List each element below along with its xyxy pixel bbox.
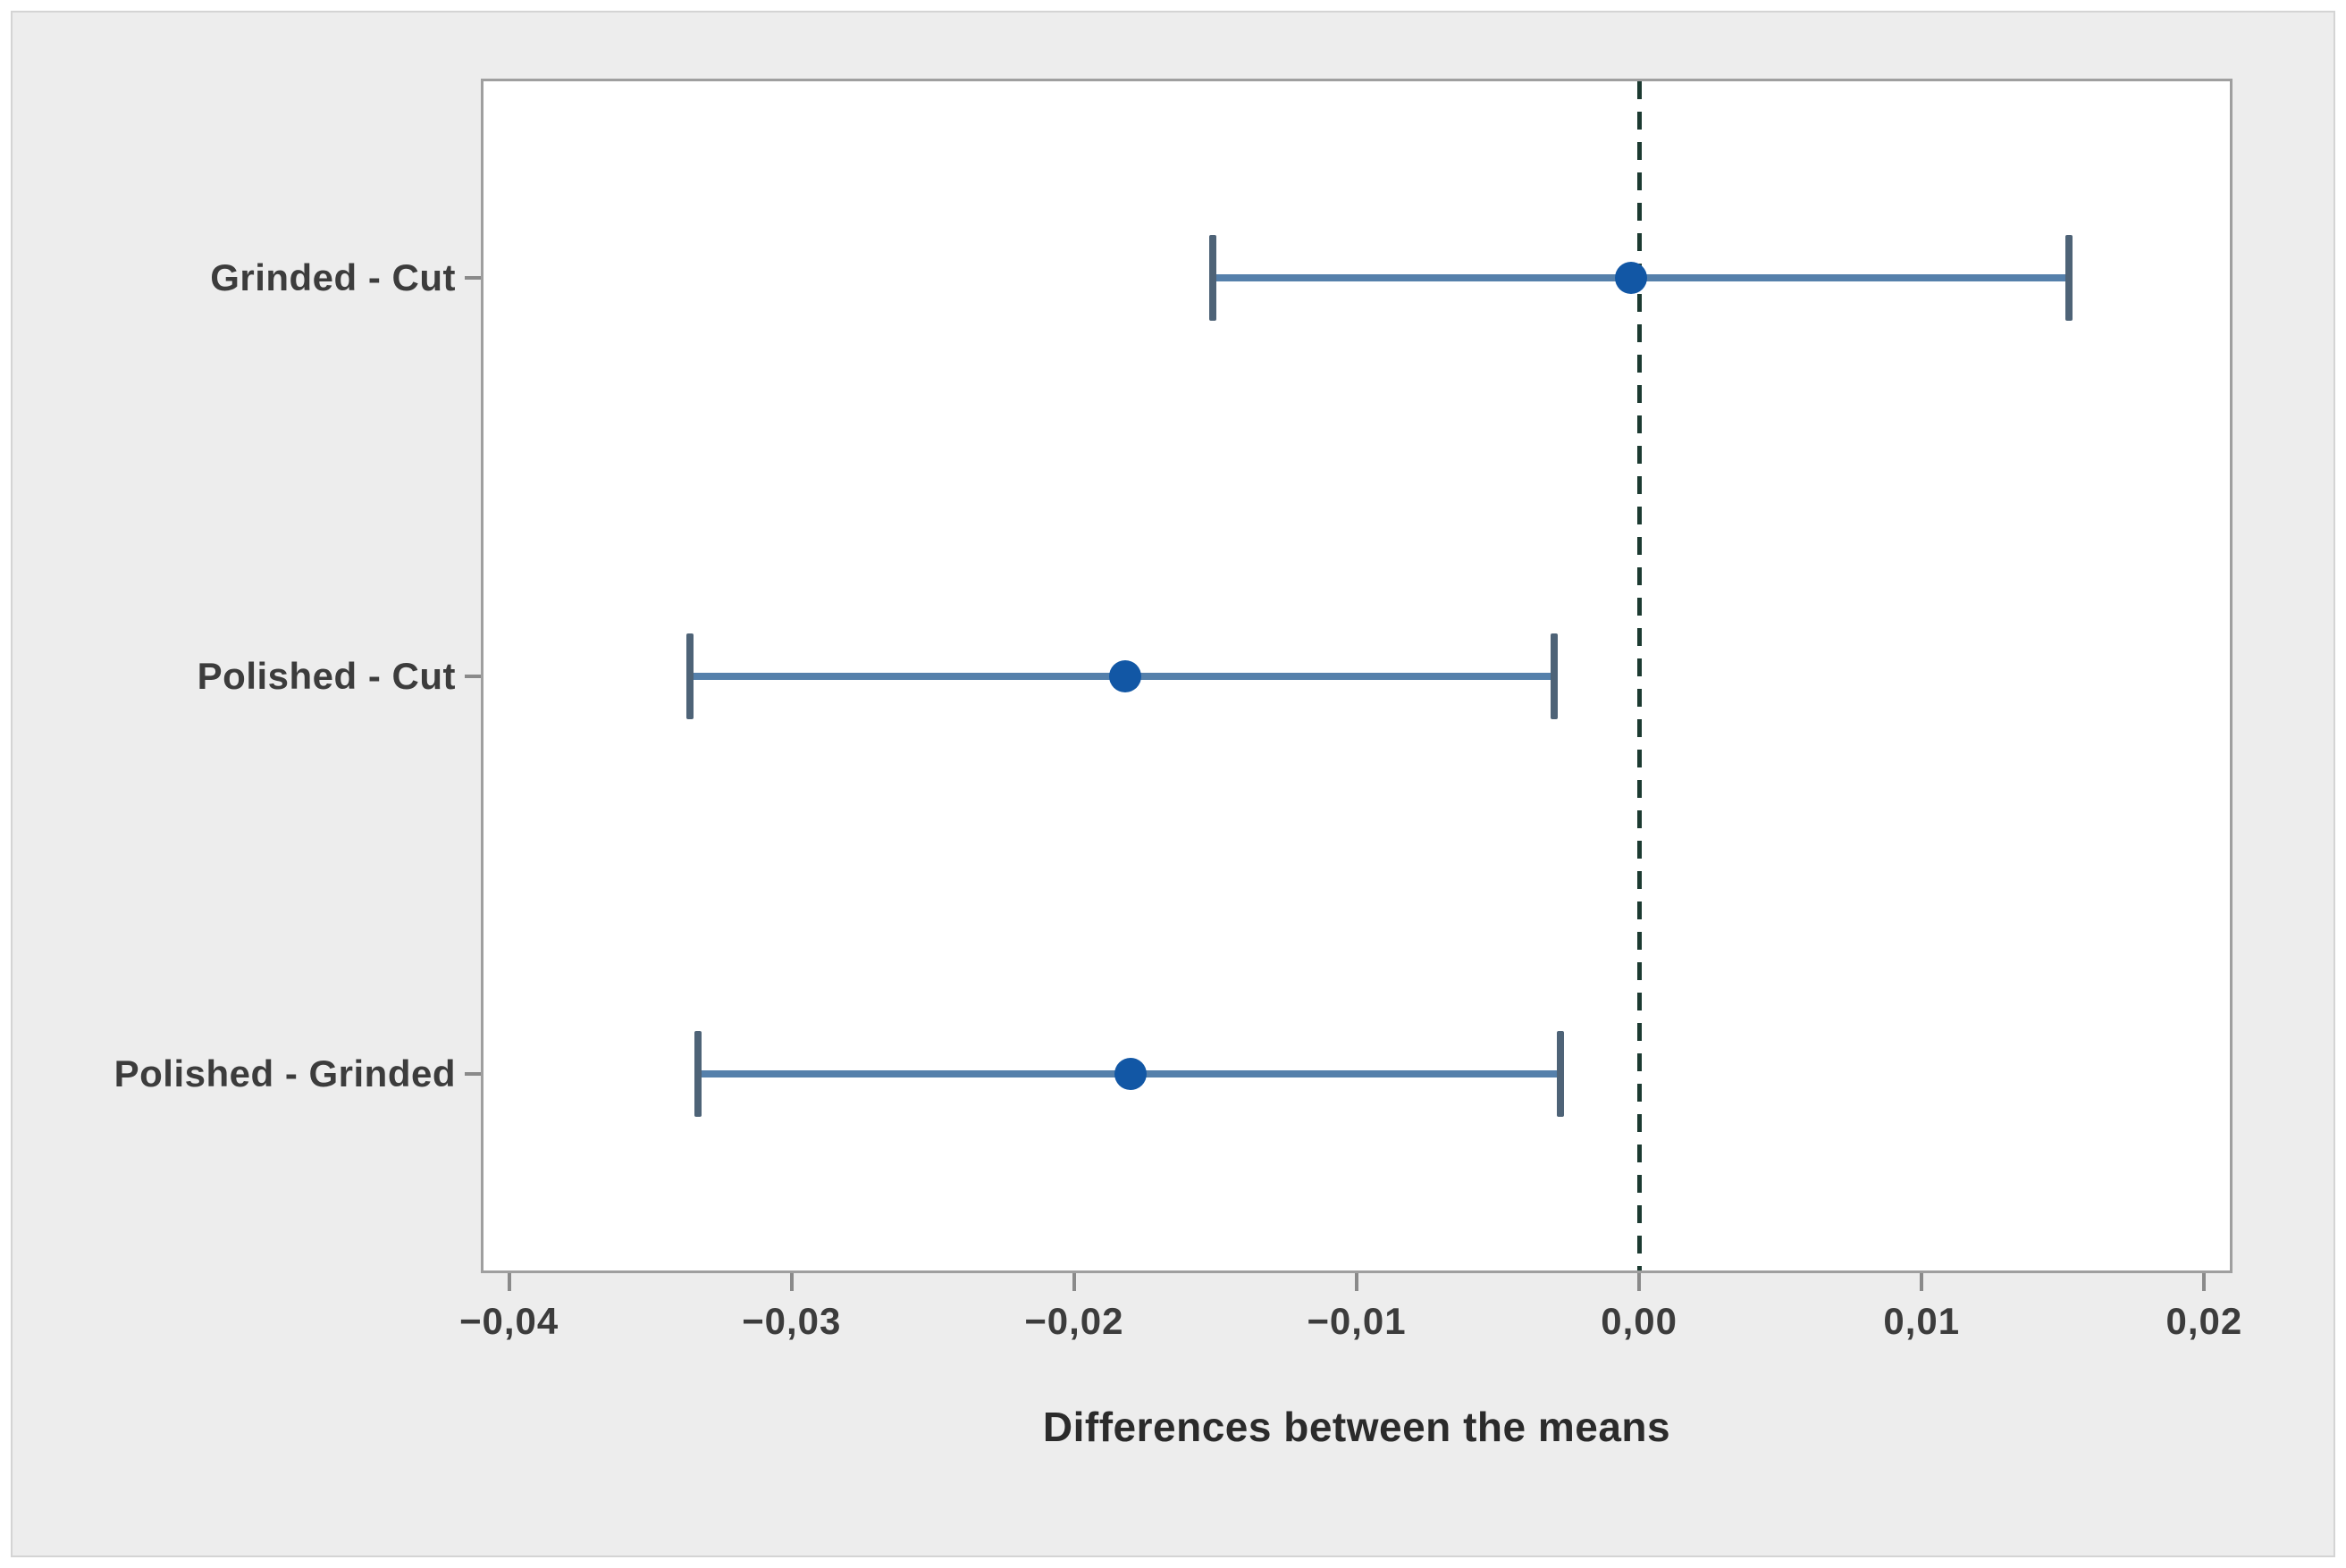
category-label: Polished - Grinded [114, 1052, 456, 1095]
x-axis-tick [1637, 1273, 1642, 1291]
category-label: Grinded - Cut [210, 256, 456, 298]
x-tick-label: −0,03 [742, 1300, 842, 1342]
mean-point-marker [1108, 659, 1141, 692]
interval-upper-cap [2064, 234, 2073, 321]
x-tick-label: −0,02 [1024, 1300, 1124, 1342]
x-axis-tick [1355, 1273, 1358, 1291]
x-axis-tick [2202, 1273, 2207, 1291]
zero-reference-line [1636, 81, 1642, 1270]
y-axis-tick [465, 674, 481, 678]
category-label: Polished - Cut [197, 654, 456, 697]
interval-lower-cap [694, 1031, 702, 1118]
x-axis-title: Differences between the means [1042, 1404, 1671, 1450]
x-axis-tick [1920, 1273, 1924, 1291]
x-tick-label: 0,02 [2165, 1300, 2243, 1342]
x-axis-tick [1072, 1273, 1076, 1291]
interval-lower-cap [685, 633, 694, 719]
mean-point-marker [1614, 261, 1647, 294]
x-tick-label: −0,01 [1307, 1300, 1407, 1342]
interval-upper-cap [1551, 633, 1559, 719]
x-axis-tick [789, 1273, 794, 1291]
interval-upper-cap [1556, 1031, 1564, 1118]
mean-point-marker [1114, 1058, 1148, 1091]
x-axis-tick [507, 1273, 511, 1291]
x-tick-label: 0,01 [1883, 1300, 1961, 1342]
interval-lower-cap [1208, 234, 1216, 321]
x-tick-label: 0,00 [1601, 1300, 1678, 1342]
y-axis-tick [465, 1072, 481, 1077]
x-tick-label: −0,04 [458, 1300, 559, 1342]
y-axis-tick [465, 275, 481, 280]
